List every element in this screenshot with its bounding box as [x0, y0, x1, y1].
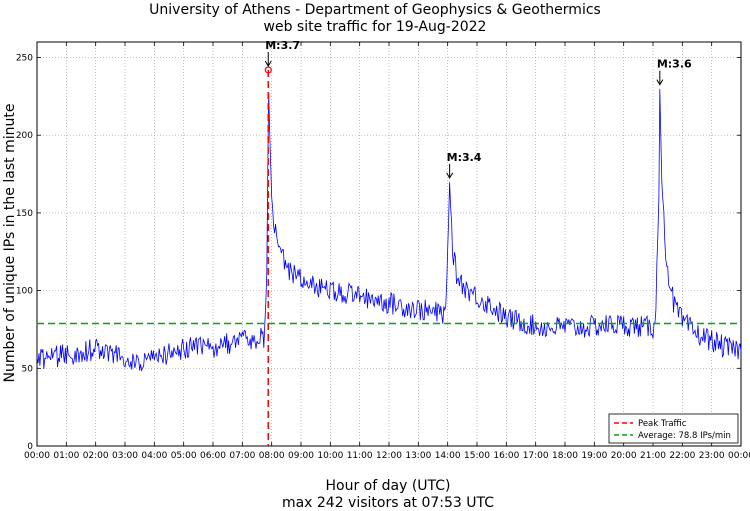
annotation-label: M:3.7 — [265, 39, 300, 52]
x-tick-label: 11:00 — [347, 451, 373, 461]
grid — [37, 42, 741, 446]
x-tick-label: 07:00 — [229, 451, 255, 461]
axis-ticks: 00:00 01:00 02:00 03:00 04:00 05:00 06:00 07:00… — [16, 42, 750, 461]
traffic-series-line — [36, 89, 742, 372]
x-tick-label: 09:00 — [288, 451, 314, 461]
x-tick-label: 02:00 — [83, 451, 109, 461]
annotation-arrowhead — [264, 60, 272, 67]
x-tick-label: 00:00 — [24, 451, 50, 461]
y-tick-label: 0 — [27, 442, 33, 452]
x-tick-label: 03:00 — [112, 451, 138, 461]
x-tick-label: 04:00 — [141, 451, 167, 461]
x-tick-label: 10:00 — [317, 451, 343, 461]
y-tick-label: 50 — [22, 364, 34, 374]
x-axis-label: Hour of day (UTC) — [326, 478, 451, 494]
y-tick-label: 150 — [16, 209, 33, 219]
quake-annotations: M:3.7 M:3.4 M:3.6 — [264, 39, 692, 179]
chart-footer: max 242 visitors at 07:53 UTC — [282, 495, 494, 511]
x-tick-label: 17:00 — [523, 451, 549, 461]
annotation-label: M:3.6 — [657, 58, 692, 71]
y-tick-label: 250 — [16, 54, 33, 64]
x-tick-label: 21:00 — [640, 451, 666, 461]
legend-label-peak: Peak Traffic — [638, 419, 687, 429]
x-tick-label: 20:00 — [611, 451, 637, 461]
chart-title: University of Athens - Department of Geo… — [149, 2, 601, 18]
x-tick-label: 14:00 — [435, 451, 461, 461]
annotation-label: M:3.4 — [447, 151, 482, 164]
x-tick-label: 00:00 — [728, 451, 750, 461]
y-tick-label: 100 — [16, 287, 33, 297]
annotation-arrowhead — [446, 172, 454, 179]
legend: Peak Traffic Average: 78.8 IPs/min — [608, 413, 739, 444]
x-tick-label: 13:00 — [405, 451, 431, 461]
x-tick-label: 18:00 — [552, 451, 578, 461]
annotation-arrowhead — [656, 79, 664, 86]
x-tick-label: 16:00 — [493, 451, 519, 461]
x-tick-label: 05:00 — [171, 451, 197, 461]
x-tick-label: 01:00 — [53, 451, 79, 461]
x-tick-label: 19:00 — [581, 451, 607, 461]
legend-box — [608, 413, 739, 444]
y-tick-label: 200 — [16, 131, 33, 141]
x-tick-label: 22:00 — [669, 451, 695, 461]
x-tick-label: 08:00 — [259, 451, 285, 461]
x-tick-label: 15:00 — [464, 451, 490, 461]
y-axis-label: Number of unique IPs in the last minute — [2, 104, 18, 383]
x-tick-label: 23:00 — [699, 451, 725, 461]
legend-label-average: Average: 78.8 IPs/min — [638, 431, 731, 441]
peak-marker — [264, 66, 272, 74]
chart-subtitle: web site traffic for 19-Aug-2022 — [264, 19, 487, 35]
x-tick-label: 12:00 — [376, 451, 402, 461]
x-tick-label: 06:00 — [200, 451, 226, 461]
